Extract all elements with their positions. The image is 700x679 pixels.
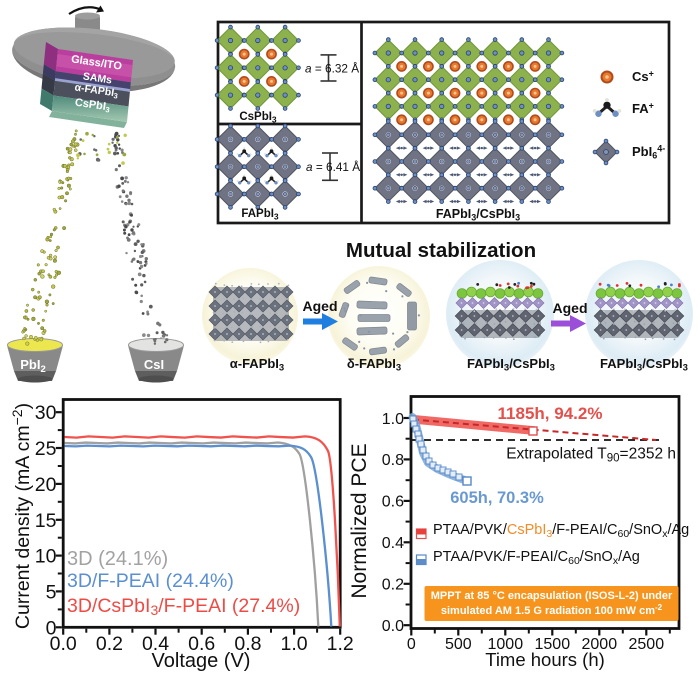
- svg-text:FAPbI3/CsPbI3: FAPbI3/CsPbI3: [436, 207, 520, 223]
- svg-text:1185h, 94.2%: 1185h, 94.2%: [498, 404, 603, 423]
- svg-text:Voltage (V): Voltage (V): [152, 650, 251, 672]
- svg-text:1.0: 1.0: [382, 411, 404, 428]
- svg-text:20: 20: [35, 474, 57, 496]
- svg-text:SAMs: SAMs: [82, 70, 113, 86]
- svg-text:Time hours (h): Time hours (h): [485, 649, 605, 670]
- svg-text:δ-FAPbI3: δ-FAPbI3: [347, 356, 401, 374]
- svg-text:FA+: FA+: [632, 101, 654, 117]
- svg-text:a = 6.41 Å: a = 6.41 Å: [306, 160, 360, 174]
- svg-text:0.0: 0.0: [50, 633, 77, 655]
- svg-text:simulated AM 1.5 G radiation 1: simulated AM 1.5 G radiation 100 mW cm-2: [441, 603, 663, 617]
- svg-text:15: 15: [35, 510, 57, 532]
- svg-text:0.8: 0.8: [382, 452, 404, 469]
- svg-text:1.2: 1.2: [327, 633, 354, 655]
- svg-text:2500: 2500: [629, 636, 665, 653]
- svg-text:FAPbI3/CsPbI3: FAPbI3/CsPbI3: [600, 356, 688, 374]
- svg-text:25: 25: [35, 438, 57, 460]
- svg-text:0.2: 0.2: [96, 633, 123, 655]
- svg-text:3D/CsPbI3/F-PEAI (27.4%): 3D/CsPbI3/F-PEAI (27.4%): [67, 595, 300, 618]
- svg-text:PbI2: PbI2: [20, 357, 46, 375]
- svg-text:5: 5: [46, 581, 57, 603]
- svg-text:Current density (mA cm−2): Current density (mA cm−2): [9, 403, 34, 629]
- svg-text:605h, 70.3%: 605h, 70.3%: [450, 489, 544, 507]
- svg-text:α-FAPbI3: α-FAPbI3: [230, 356, 284, 374]
- svg-text:PbI64-: PbI64-: [632, 144, 665, 161]
- svg-text:3D (24.1%): 3D (24.1%): [67, 548, 168, 570]
- svg-text:CsPbI3: CsPbI3: [239, 111, 277, 125]
- svg-text:30: 30: [35, 402, 57, 424]
- svg-text:Aged: Aged: [303, 298, 338, 314]
- svg-text:Aged: Aged: [553, 300, 588, 316]
- svg-text:0.4: 0.4: [382, 535, 404, 552]
- svg-text:CsI: CsI: [144, 357, 164, 372]
- svg-text:0.0: 0.0: [382, 618, 404, 635]
- svg-text:FAPbI3: FAPbI3: [241, 208, 279, 222]
- svg-text:3D/F-PEAI (24.4%): 3D/F-PEAI (24.4%): [67, 570, 234, 592]
- svg-text:2000: 2000: [582, 636, 618, 653]
- svg-text:MPPT at 85 °C encapsulation (I: MPPT at 85 °C encapsulation (ISOS-L-2) u…: [431, 590, 673, 602]
- svg-text:PTAA/PVK/F-PEAI/C60/SnOx/Ag: PTAA/PVK/F-PEAI/C60/SnOx/Ag: [433, 549, 640, 567]
- svg-text:Extrapolated T90=2352 h: Extrapolated T90=2352 h: [506, 446, 676, 465]
- svg-text:Normalized PCE: Normalized PCE: [348, 443, 371, 598]
- svg-text:0: 0: [407, 636, 416, 653]
- svg-text:1500: 1500: [535, 636, 571, 653]
- svg-text:0.6: 0.6: [382, 494, 404, 511]
- svg-text:1.0: 1.0: [281, 633, 308, 655]
- svg-text:0.6: 0.6: [188, 633, 215, 655]
- svg-text:0.4: 0.4: [142, 633, 169, 655]
- svg-text:Mutual stabilization: Mutual stabilization: [346, 239, 536, 262]
- svg-text:0.2: 0.2: [382, 577, 404, 594]
- svg-text:0.8: 0.8: [234, 633, 261, 655]
- svg-text:Cs+: Cs+: [632, 69, 654, 85]
- svg-text:0: 0: [46, 617, 57, 639]
- svg-text:500: 500: [445, 636, 472, 653]
- svg-text:FAPbI3/CsPbI3: FAPbI3/CsPbI3: [467, 356, 555, 374]
- svg-text:10: 10: [35, 546, 57, 568]
- svg-text:1000: 1000: [488, 636, 524, 653]
- svg-text:PTAA/PVK/CsPbI3/F-PEAI/C60/SnO: PTAA/PVK/CsPbI3/F-PEAI/C60/SnOx/Ag: [433, 522, 689, 540]
- svg-text:a = 6.32 Å: a = 6.32 Å: [305, 62, 359, 76]
